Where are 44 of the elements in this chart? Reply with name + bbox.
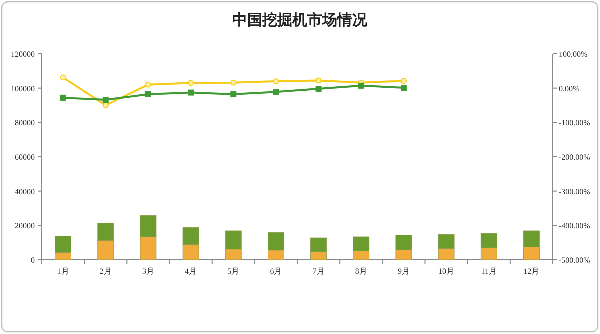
point (145, 92, 152, 98)
x-tick-label: 4月 (185, 267, 198, 276)
x-tick-label: 3月 (142, 267, 154, 276)
point (230, 80, 237, 86)
y-tick-label: 0 (31, 256, 35, 265)
x-tick-label: 10月 (438, 267, 455, 276)
point (188, 80, 194, 86)
point (188, 90, 194, 96)
y-tick-label: 100000 (11, 84, 35, 94)
x-tick-label: 8月 (355, 267, 368, 276)
point (60, 94, 66, 101)
x-tick-label: 5月 (228, 267, 240, 276)
y2-tick-label: 100.00% (559, 50, 588, 59)
y2-tick-label: 0.00% (559, 84, 580, 94)
point (273, 89, 280, 96)
point (316, 78, 322, 84)
point (400, 84, 407, 91)
x-tick-label: 11月 (481, 267, 497, 276)
point (400, 78, 407, 84)
y-tick-label: 60000 (15, 153, 35, 162)
x-tick-label: 2月 (100, 267, 112, 276)
point (358, 82, 364, 89)
y2-tick-label: -200.00% (559, 153, 591, 162)
chart-title: 中国挖掘机市场情况 (232, 11, 368, 29)
x-tick-label: 12月 (524, 267, 540, 276)
x-tick-label: 6月 (270, 267, 282, 276)
point (230, 92, 237, 98)
point (316, 86, 322, 92)
y2-tick-label: -500.00% (559, 256, 591, 265)
y-tick-label: 40000 (15, 187, 35, 196)
y-tick-label: 120000 (11, 50, 35, 59)
point (102, 102, 109, 108)
point (60, 74, 66, 81)
point (273, 78, 280, 84)
x-tick-label: 7月 (312, 267, 325, 276)
y-tick-label: 80000 (15, 118, 35, 128)
x-tick-label: 1月 (57, 267, 70, 276)
y2-tick-label: -100.00% (559, 118, 591, 128)
y2-tick-label: -300.00% (559, 187, 591, 196)
y2-tick-label: -400.00% (559, 222, 591, 231)
x-tick-label: 9月 (398, 267, 410, 276)
y-tick-label: 20000 (15, 222, 35, 231)
point (145, 82, 152, 88)
point (102, 97, 109, 104)
